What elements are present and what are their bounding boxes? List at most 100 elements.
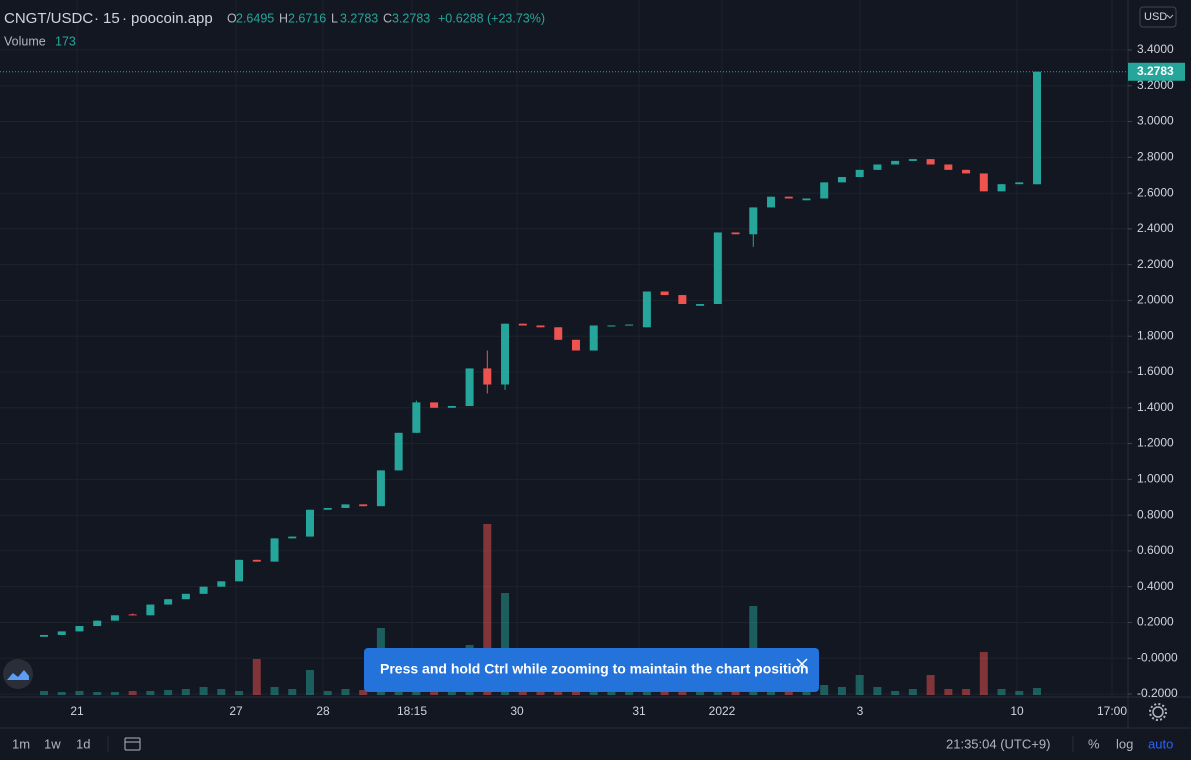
volume-bar	[75, 691, 84, 695]
price-axis: 3.4000 3.2000 3.0000 2.8000 2.6000 2.4000 2.20…	[1128, 42, 1185, 700]
x-tick-label: 10	[1010, 704, 1024, 718]
interval-button[interactable]: 1d	[76, 736, 90, 751]
x-tick-label: 17:00	[1097, 704, 1127, 718]
interval-button[interactable]: 1w	[44, 736, 61, 751]
axis-option[interactable]: %	[1088, 736, 1100, 751]
volume-bar	[501, 593, 510, 695]
x-tick-label: 31	[632, 704, 646, 718]
candle-body	[305, 509, 314, 537]
y-tick-label: 1.8000	[1137, 328, 1174, 342]
ohlc-key: C	[383, 11, 392, 25]
candle-body	[323, 507, 332, 510]
last-price-box	[1128, 62, 1185, 81]
ohlc-key: L	[331, 11, 338, 25]
separator: ·	[94, 10, 99, 27]
candle-body	[891, 160, 900, 165]
candle-body	[571, 339, 580, 351]
candle-body	[944, 164, 953, 170]
volume-bar	[235, 691, 244, 695]
candle-body	[979, 173, 988, 192]
y-tick-label: 3.2000	[1137, 78, 1174, 92]
volume-bar	[341, 689, 350, 695]
ohlc-key: O	[227, 11, 237, 25]
candle-body	[837, 177, 846, 183]
candle-body	[767, 196, 776, 208]
candle-body	[660, 291, 669, 296]
x-tick-label: 18:15	[397, 704, 427, 718]
logo[interactable]	[3, 659, 33, 689]
candle-body	[40, 634, 48, 637]
volume-bar	[625, 691, 634, 695]
ohlc-value: 2.6495	[236, 11, 274, 25]
separator: ·	[122, 10, 127, 27]
candle-body	[394, 432, 403, 471]
y-tick-label: 0.6000	[1137, 543, 1174, 557]
axis-option[interactable]: auto	[1148, 736, 1173, 751]
candle-body	[873, 164, 882, 170]
y-tick-label: 1.0000	[1137, 472, 1174, 486]
candle-body	[465, 368, 474, 406]
volume-bar	[678, 691, 687, 695]
candle-body	[784, 196, 793, 199]
candle-body	[199, 586, 208, 594]
x-tick-label: 3	[857, 704, 864, 718]
candle-body	[589, 325, 598, 351]
candle-body	[483, 368, 492, 385]
currency[interactable]: USD	[1144, 11, 1167, 23]
y-tick-label: 1.4000	[1137, 400, 1174, 414]
volume-bar	[270, 687, 279, 695]
candle-body	[802, 198, 811, 201]
candle-body	[376, 470, 385, 507]
volume-bar	[146, 691, 155, 695]
candle-body	[217, 581, 226, 587]
volume-bar	[660, 691, 669, 695]
candle-body	[181, 593, 190, 600]
candle-body	[997, 184, 1006, 192]
y-tick-label: 1.2000	[1137, 436, 1174, 450]
toast-close[interactable]	[796, 658, 808, 670]
candle-body	[128, 614, 137, 616]
currency-button[interactable]	[1139, 6, 1177, 28]
axis-option[interactable]: log	[1116, 736, 1133, 751]
settings[interactable]	[1152, 706, 1164, 718]
candles	[0, 71, 1128, 637]
volume-bar	[855, 675, 864, 695]
volume-label: Volume	[4, 34, 46, 48]
source: poocoin.app	[131, 10, 213, 27]
volume-bar	[944, 689, 953, 695]
y-tick-label: 0.8000	[1137, 507, 1174, 521]
volume-bar	[128, 691, 137, 695]
candle-body	[625, 324, 634, 326]
volume-bar	[962, 689, 971, 695]
y-tick-label: 2.8000	[1137, 150, 1174, 164]
volume-bar	[252, 659, 261, 695]
y-tick-label: -0.2000	[1137, 686, 1178, 700]
candle-body	[146, 604, 155, 616]
volume-bar	[323, 691, 332, 695]
volume-bar	[979, 652, 988, 695]
ohlc-value: 3.2783	[392, 11, 430, 25]
candle-body	[1033, 71, 1041, 185]
y-tick-label: 1.6000	[1137, 364, 1174, 378]
candle-body	[412, 402, 421, 433]
volume-bar	[288, 689, 297, 695]
date-range-icon[interactable]	[124, 737, 141, 751]
volume-bar	[181, 689, 190, 695]
candle-body	[447, 405, 456, 408]
volume-bar	[820, 685, 829, 695]
interval-button[interactable]: 1m	[12, 736, 30, 751]
candle-body	[235, 559, 244, 582]
volume-bar	[891, 691, 900, 695]
volume-bar	[483, 524, 492, 695]
volume-bar	[926, 675, 935, 695]
volume-bar	[1033, 688, 1041, 695]
time-axis: 21 27 28 18:15 30 31 2022 3 10 17:00	[70, 704, 1127, 718]
y-tick-label: -0.0000	[1137, 650, 1178, 664]
candle-body	[536, 325, 545, 328]
candle-body	[110, 615, 119, 621]
volume-bar	[93, 692, 102, 695]
candle-body	[962, 169, 971, 174]
